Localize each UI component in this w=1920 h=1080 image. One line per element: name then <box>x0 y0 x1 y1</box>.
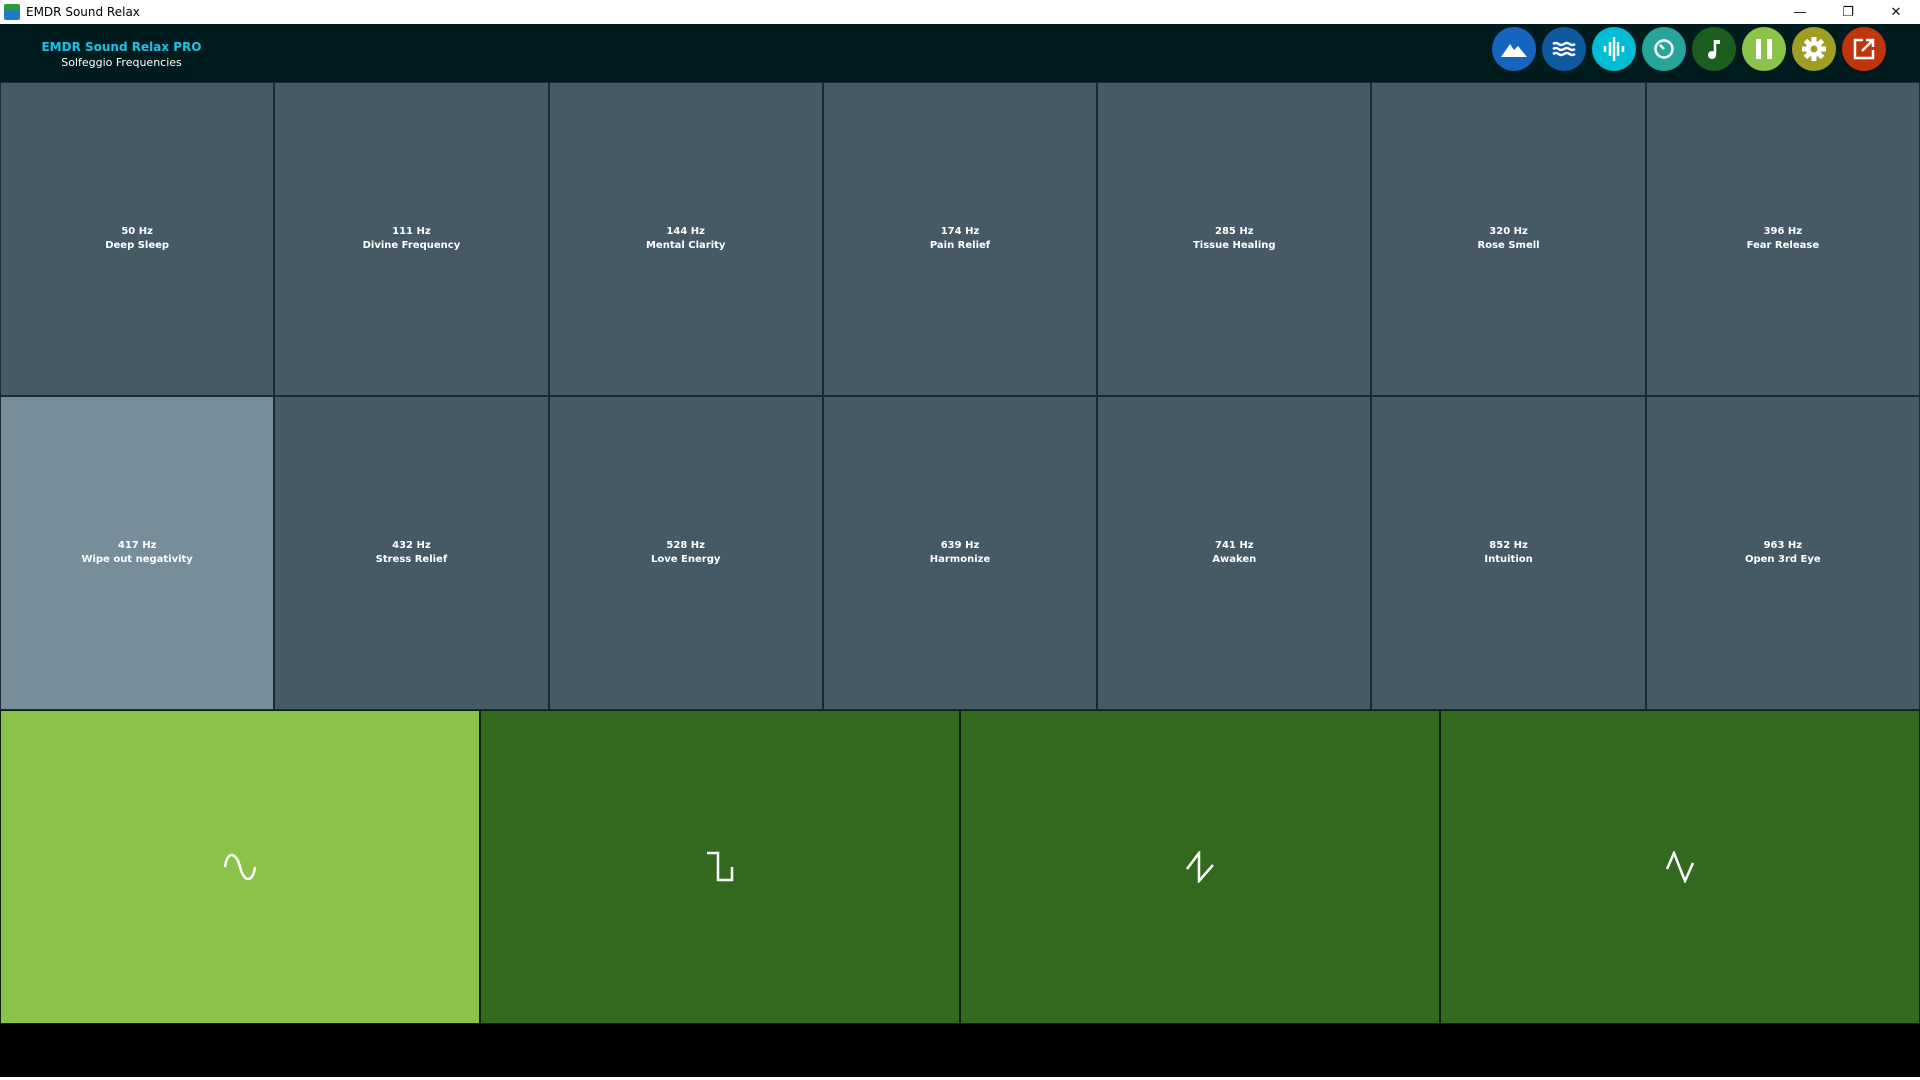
triangle-wave-icon <box>1665 851 1695 883</box>
frequency-hz: 320 Hz <box>1489 226 1528 237</box>
frequency-tile[interactable]: 639 Hz Harmonize <box>823 397 1097 709</box>
external-link-icon <box>1853 38 1875 60</box>
frequency-hz: 396 Hz <box>1763 226 1803 237</box>
timer-icon <box>1653 38 1675 60</box>
sawtooth-wave-icon <box>1185 851 1215 883</box>
frequency-label: Rose Smell <box>1477 240 1540 251</box>
restore-button[interactable]: ❐ <box>1842 4 1854 20</box>
waveform-selector <box>0 710 1920 1024</box>
frequency-label: Love Energy <box>651 554 721 565</box>
window-title: EMDR Sound Relax <box>26 5 140 19</box>
frequency-label: Deep Sleep <box>105 240 170 251</box>
music-note-icon <box>1706 38 1722 60</box>
bottom-border <box>0 1077 1920 1080</box>
frequency-hz: 528 Hz <box>666 540 705 551</box>
frequency-tile[interactable]: 396 Hz Fear Release <box>1646 83 1919 395</box>
frequency-label: Wipe out negativity <box>81 554 193 565</box>
mountain-button[interactable] <box>1492 27 1536 71</box>
mountain-icon <box>1501 41 1527 57</box>
app-subtitle: Solfeggio Frequencies <box>61 56 182 69</box>
frequency-tile[interactable]: 320 Hz Rose Smell <box>1372 83 1645 395</box>
frequency-tile[interactable]: 144 Hz Mental Clarity <box>549 83 822 395</box>
toolbar <box>1492 27 1886 71</box>
frequency-hz: 144 Hz <box>666 226 705 237</box>
app-icon <box>4 4 20 20</box>
bottom-bar <box>0 1024 1920 1078</box>
frequency-tile[interactable]: 50 Hz Deep Sleep <box>1 83 274 395</box>
app-title: EMDR Sound Relax PRO <box>41 40 202 54</box>
frequency-label: Harmonize <box>929 554 991 565</box>
pause-icon <box>1755 39 1773 59</box>
waves-icon <box>1552 41 1576 57</box>
frequency-label: Divine Frequency <box>362 240 461 251</box>
frequency-label: Awaken <box>1212 554 1257 565</box>
square-wave-icon <box>705 851 735 883</box>
frequency-hz: 285 Hz <box>1215 226 1254 237</box>
waves-button[interactable] <box>1542 27 1586 71</box>
frequency-tile[interactable]: 741 Hz Awaken <box>1098 397 1371 709</box>
gear-button[interactable] <box>1792 27 1836 71</box>
square-wave-button[interactable] <box>481 711 959 1023</box>
frequency-label: Stress Relief <box>375 554 448 565</box>
frequency-label: Pain Relief <box>929 240 991 251</box>
frequency-hz: 50 Hz <box>121 226 153 237</box>
window-titlebar: EMDR Sound Relax — ❐ ✕ <box>0 0 1920 24</box>
frequency-label: Intuition <box>1484 554 1533 565</box>
sine-wave-icon <box>223 851 257 883</box>
frequency-tile[interactable]: 963 Hz Open 3rd Eye <box>1646 397 1919 709</box>
frequency-tile[interactable]: 111 Hz Divine Frequency <box>275 83 548 395</box>
sine-wave-button[interactable] <box>1 711 479 1023</box>
gear-icon <box>1802 37 1826 61</box>
frequency-label: Tissue Healing <box>1192 240 1276 251</box>
frequency-hz: 111 Hz <box>392 226 431 237</box>
frequency-tile[interactable]: 432 Hz Stress Relief <box>275 397 548 709</box>
timer-button[interactable] <box>1642 27 1686 71</box>
triangle-wave-button[interactable] <box>1441 711 1919 1023</box>
audio-wave-icon <box>1603 37 1625 61</box>
frequency-hz: 963 Hz <box>1763 540 1803 551</box>
frequency-hz: 417 Hz <box>117 540 157 551</box>
app-header: EMDR Sound Relax PRO Solfeggio Frequenci… <box>0 24 1920 82</box>
frequency-hz: 174 Hz <box>940 226 980 237</box>
frequency-tile[interactable]: 852 Hz Intuition <box>1372 397 1645 709</box>
pause-button[interactable] <box>1742 27 1786 71</box>
frequency-tile[interactable]: 417 Hz Wipe out negativity <box>1 397 274 709</box>
frequency-tile[interactable]: 528 Hz Love Energy <box>549 397 822 709</box>
frequency-label: Open 3rd Eye <box>1744 554 1821 565</box>
frequency-hz: 852 Hz <box>1489 540 1528 551</box>
frequency-label: Mental Clarity <box>645 240 726 251</box>
music-note-button[interactable] <box>1692 27 1736 71</box>
minimize-button[interactable]: — <box>1793 4 1807 20</box>
frequency-tile[interactable]: 174 Hz Pain Relief <box>823 83 1097 395</box>
close-button[interactable]: ✕ <box>1890 4 1902 20</box>
frequency-grid: 50 Hz Deep Sleep 111 Hz Divine Frequency 144… <box>0 82 1920 710</box>
frequency-hz: 741 Hz <box>1215 540 1254 551</box>
frequency-hz: 639 Hz <box>940 540 980 551</box>
frequency-tile[interactable]: 285 Hz Tissue Healing <box>1098 83 1371 395</box>
frequency-hz: 432 Hz <box>392 540 431 551</box>
audio-wave-button[interactable] <box>1592 27 1636 71</box>
frequency-label: Fear Release <box>1746 240 1820 251</box>
sawtooth-wave-button[interactable] <box>961 711 1439 1023</box>
external-link-button[interactable] <box>1842 27 1886 71</box>
